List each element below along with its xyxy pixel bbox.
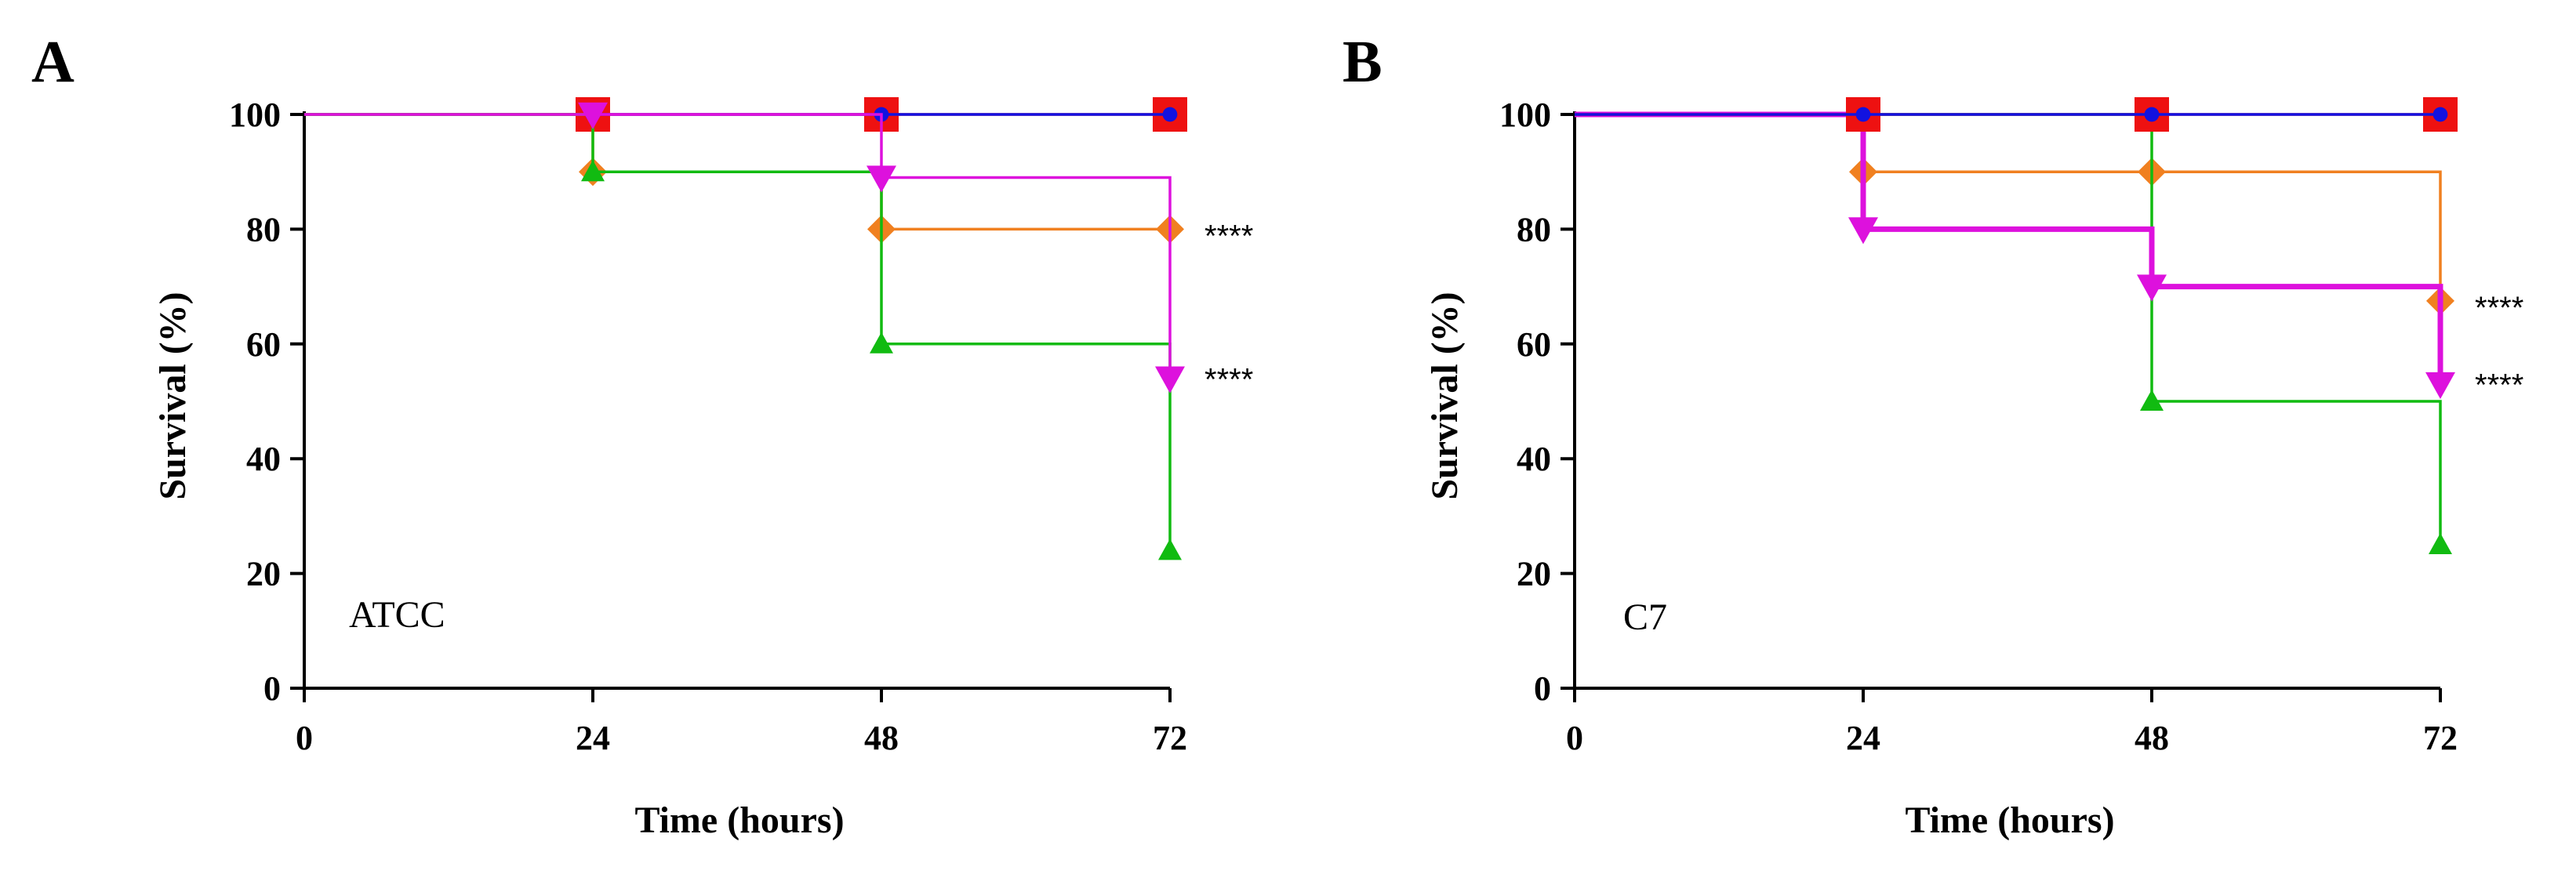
x-tick-label: 72	[2423, 719, 2458, 757]
significance-label: ****	[1204, 219, 1253, 253]
x-tick-label: 0	[1566, 719, 1583, 757]
strain-label: C7	[1623, 596, 1667, 638]
y-tick-label: 20	[246, 555, 281, 593]
series-line	[1575, 111, 2443, 385]
axes: 0 24 48 72 0 20 40 60 80 100	[1499, 96, 2458, 757]
triangle-up-marker	[2140, 390, 2164, 411]
series-magenta	[1575, 111, 2455, 400]
circle-marker	[1162, 107, 1178, 122]
y-tick-label: 100	[1499, 96, 1551, 134]
x-tick-label: 24	[576, 719, 610, 757]
y-tick-label: 20	[1517, 555, 1551, 593]
panel-a: A ATCC Time (hours) Survival (%) 0 24 48 72…	[31, 29, 1253, 841]
x-tick-label: 72	[1153, 719, 1187, 757]
y-tick-label: 100	[229, 96, 281, 134]
triangle-down-marker	[2425, 372, 2455, 400]
axes: 0 24 48 72 0 20 40 60 80 100	[229, 96, 1187, 757]
y-tick-label: 60	[1517, 325, 1551, 364]
x-tick-label: 48	[2135, 719, 2169, 757]
panel-b: B C7 Time (hours) Survival (%) 0 24 48 72 0 2…	[1342, 29, 2523, 841]
significance-label: ****	[2475, 291, 2523, 325]
circle-marker	[2432, 107, 2448, 122]
x-tick-label: 24	[1846, 719, 1880, 757]
significance-label: ****	[2475, 368, 2523, 403]
x-tick-label: 48	[864, 719, 899, 757]
panel-letter: B	[1342, 29, 1382, 95]
circle-marker	[1855, 107, 1871, 122]
triangle-up-marker	[870, 332, 893, 354]
y-tick-label: 40	[1517, 440, 1551, 478]
x-tick-label: 0	[296, 719, 313, 757]
y-tick-label: 80	[1517, 210, 1551, 248]
panel-letter: A	[31, 29, 74, 95]
y-tick-label: 0	[263, 669, 281, 708]
x-axis-title: Time (hours)	[1905, 800, 2114, 841]
y-tick-label: 80	[246, 210, 281, 248]
series-line	[1575, 113, 2442, 301]
circle-marker	[2144, 107, 2160, 122]
triangle-up-marker	[2429, 533, 2452, 554]
x-axis-title: Time (hours)	[634, 800, 844, 841]
series-magenta	[304, 102, 1185, 393]
y-axis-title: Survival (%)	[1424, 292, 1466, 499]
y-axis-title: Survival (%)	[152, 292, 194, 499]
triangle-down-marker	[1848, 217, 1878, 245]
significance-label: ****	[1204, 362, 1253, 397]
series-green	[1575, 103, 2452, 554]
series-line	[1575, 113, 2442, 545]
series-green	[304, 113, 1182, 560]
triangle-down-marker	[867, 165, 896, 193]
triangle-down-marker	[2137, 274, 2167, 302]
y-tick-label: 60	[246, 325, 281, 364]
y-tick-label: 40	[246, 440, 281, 478]
series-line	[304, 113, 1172, 379]
triangle-up-marker	[581, 160, 605, 182]
y-tick-label: 0	[1534, 669, 1551, 708]
triangle-up-marker	[1158, 538, 1182, 560]
triangle-down-marker	[578, 102, 608, 129]
strain-label: ATCC	[349, 594, 445, 636]
series-blue	[1575, 107, 2448, 122]
series-line	[304, 113, 1172, 551]
triangle-down-marker	[1155, 366, 1185, 393]
